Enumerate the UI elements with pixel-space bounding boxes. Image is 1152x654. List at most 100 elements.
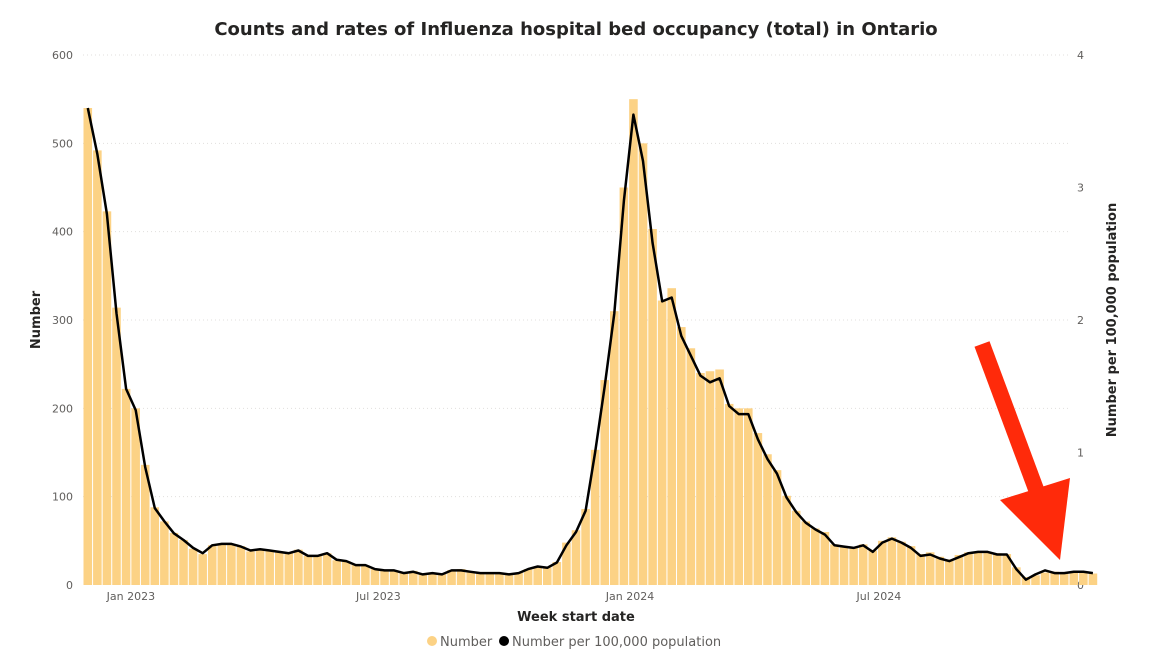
bar-59[interactable]: [648, 229, 657, 585]
bar-87[interactable]: [916, 554, 925, 585]
bar-88[interactable]: [925, 552, 935, 585]
bar-34[interactable]: [408, 570, 418, 585]
bar-13[interactable]: [207, 545, 217, 585]
bar-10[interactable]: [179, 539, 188, 585]
bar-89[interactable]: [935, 556, 945, 585]
bar-64[interactable]: [696, 373, 705, 585]
bar-80[interactable]: [849, 547, 858, 585]
bar-4[interactable]: [121, 388, 131, 585]
bar-93[interactable]: [973, 552, 983, 585]
bar-84[interactable]: [887, 537, 897, 585]
bar-21[interactable]: [284, 553, 294, 585]
bar-55[interactable]: [610, 311, 619, 585]
bar-3[interactable]: [112, 307, 121, 585]
bar-85[interactable]: [897, 541, 906, 585]
bar-22[interactable]: [294, 549, 303, 585]
bar-30[interactable]: [370, 569, 380, 585]
bar-5[interactable]: [131, 408, 140, 585]
bar-39[interactable]: [456, 569, 466, 585]
bar-40[interactable]: [466, 571, 475, 585]
bar-45[interactable]: [514, 572, 523, 585]
bar-91[interactable]: [954, 554, 964, 585]
bar-47[interactable]: [533, 566, 542, 585]
bar-66[interactable]: [715, 369, 724, 585]
bar-49[interactable]: [552, 562, 562, 585]
bar-36[interactable]: [428, 572, 437, 585]
bar-81[interactable]: [858, 544, 868, 585]
bar-9[interactable]: [169, 532, 179, 585]
bar-25[interactable]: [322, 553, 332, 585]
bar-24[interactable]: [313, 554, 322, 585]
bar-50[interactable]: [562, 542, 571, 585]
bar-96[interactable]: [1002, 554, 1012, 585]
bar-103[interactable]: [1069, 571, 1079, 585]
bar-58[interactable]: [638, 143, 648, 586]
bar-77[interactable]: [820, 532, 830, 585]
bar-68[interactable]: [734, 408, 744, 585]
bar-20[interactable]: [274, 552, 284, 585]
bar-65[interactable]: [705, 371, 715, 585]
bar-44[interactable]: [504, 574, 514, 585]
bar-74[interactable]: [791, 510, 801, 585]
rate-line[interactable]: [86, 107, 1094, 581]
bar-63[interactable]: [686, 348, 696, 585]
bar-60[interactable]: [657, 300, 667, 585]
bar-2[interactable]: [102, 211, 112, 585]
bar-43[interactable]: [495, 572, 504, 585]
bar-37[interactable]: [437, 573, 447, 585]
bar-75[interactable]: [801, 521, 811, 585]
bar-18[interactable]: [255, 548, 265, 585]
bar-32[interactable]: [389, 570, 399, 585]
bar-78[interactable]: [830, 544, 839, 585]
bar-79[interactable]: [839, 546, 849, 585]
bar-99[interactable]: [1031, 575, 1040, 585]
bar-16[interactable]: [236, 546, 246, 585]
bar-12[interactable]: [198, 554, 207, 585]
bar-54[interactable]: [600, 380, 610, 585]
bar-101[interactable]: [1050, 571, 1059, 585]
bar-51[interactable]: [571, 530, 581, 585]
bar-72[interactable]: [772, 470, 782, 585]
bar-52[interactable]: [581, 509, 590, 585]
bar-26[interactable]: [332, 560, 341, 585]
bar-61[interactable]: [667, 288, 677, 585]
bar-29[interactable]: [361, 565, 370, 585]
bar-98[interactable]: [1021, 577, 1031, 585]
bar-48[interactable]: [542, 567, 552, 585]
bar-104[interactable]: [1079, 572, 1088, 585]
bar-90[interactable]: [945, 559, 954, 585]
bar-14[interactable]: [217, 543, 227, 585]
bar-27[interactable]: [341, 561, 351, 585]
bar-86[interactable]: [906, 546, 916, 585]
bar-62[interactable]: [677, 327, 686, 585]
bar-97[interactable]: [1012, 567, 1021, 585]
bar-69[interactable]: [744, 408, 753, 585]
bar-100[interactable]: [1040, 572, 1050, 585]
bar-17[interactable]: [246, 551, 255, 585]
bar-15[interactable]: [227, 544, 236, 585]
bar-56[interactable]: [619, 187, 629, 586]
bar-38[interactable]: [447, 569, 456, 585]
bar-53[interactable]: [590, 449, 600, 585]
bar-8[interactable]: [160, 521, 169, 585]
bar-42[interactable]: [485, 573, 495, 585]
bar-94[interactable]: [983, 552, 992, 585]
bar-57[interactable]: [629, 99, 638, 586]
bar-23[interactable]: [303, 555, 313, 585]
bar-70[interactable]: [753, 433, 763, 585]
bar-71[interactable]: [763, 454, 772, 585]
bar-105[interactable]: [1088, 573, 1098, 585]
bar-6[interactable]: [140, 464, 150, 585]
bar-11[interactable]: [188, 548, 198, 585]
bar-28[interactable]: [351, 564, 361, 585]
bar-76[interactable]: [811, 528, 820, 585]
bar-31[interactable]: [380, 569, 389, 585]
bar-0[interactable]: [83, 108, 93, 585]
bar-7[interactable]: [150, 507, 160, 585]
bar-102[interactable]: [1059, 572, 1069, 585]
bar-67[interactable]: [724, 403, 734, 585]
bar-46[interactable]: [523, 569, 533, 585]
bar-92[interactable]: [964, 552, 973, 585]
bar-83[interactable]: [878, 540, 887, 585]
bar-1[interactable]: [93, 150, 102, 585]
